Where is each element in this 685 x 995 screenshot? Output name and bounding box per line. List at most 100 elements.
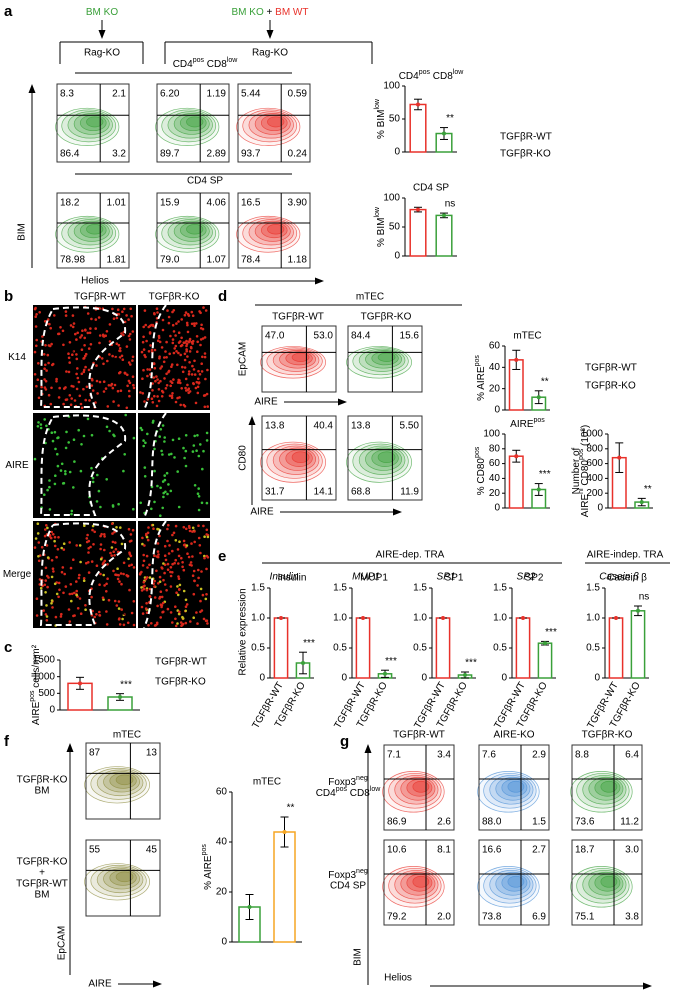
stain [156,604,159,608]
stain [43,367,46,371]
stain [174,344,178,348]
stain [70,599,73,603]
stain [43,418,46,421]
plot-frame [156,83,230,163]
stain [35,344,38,348]
plot-frame [383,744,455,831]
stain [182,543,186,547]
arrow-head [315,277,324,285]
stain [43,534,47,538]
panel-label: f [4,733,10,750]
stain [110,546,114,549]
stain [169,570,172,574]
stain [185,544,189,547]
stain [169,574,173,578]
section-header: mTEC [356,292,384,303]
stain [88,331,92,335]
stain [127,527,131,531]
stain [107,384,111,387]
stain [142,444,145,448]
chart-title-part: CD8 [430,71,453,82]
quadrant-value: 3.2 [112,149,126,160]
stain [122,469,125,473]
stain [103,584,106,587]
plot-frame [571,744,643,831]
stain [50,602,53,605]
stain [105,330,109,333]
quadrant-value: 13.8 [351,421,371,432]
stain [158,435,161,438]
stain [67,370,71,374]
stain [67,352,70,356]
row-label-part: CD4 [316,788,336,799]
y-axis-label-part: CD80 [580,460,591,489]
stain [69,324,73,327]
stain [189,620,192,623]
stain [82,387,85,391]
stain [153,394,156,398]
column-header: TGFβR-KO [582,730,633,741]
y-axis-label-part: AIRE [31,701,42,725]
stain [141,377,144,381]
stain [48,479,51,482]
stain [111,354,114,358]
stain [142,580,146,584]
stain [148,368,152,371]
stain [52,533,55,536]
stain [78,597,82,600]
stain [74,332,77,336]
quadrant-value: 53.0 [314,331,334,342]
bar [355,617,371,679]
stain [180,336,183,340]
stain [169,380,172,383]
data-point [442,131,446,136]
data-point [442,213,446,218]
column-header: TGFβR-KO [149,292,200,303]
stain [97,489,101,493]
stain [94,327,97,330]
stain [50,386,53,390]
contour [352,347,409,376]
stain [128,338,132,341]
outline [39,306,127,408]
stain [191,339,195,343]
stain [111,386,115,390]
stain [43,378,46,381]
contour [90,767,147,800]
stain [196,385,200,389]
significance: ns [445,199,456,210]
stain [80,406,84,410]
stain [154,624,157,627]
stain [115,526,118,529]
stain [180,318,183,321]
quadrant-value: 4.06 [207,198,227,209]
stain [171,338,175,341]
stain [184,598,188,602]
stain [175,322,178,325]
significance: *** [465,658,477,669]
stain [118,580,121,583]
stain [117,600,121,603]
stain [115,573,119,577]
arrow-head [153,980,162,988]
stain [105,623,109,626]
stain [159,379,162,383]
stain [99,557,103,561]
stain [153,585,156,588]
stain [174,334,177,337]
stain [115,316,119,320]
quadrant-value: 6.20 [160,89,180,100]
stain [171,323,175,327]
stain [57,536,60,539]
plot-frame [571,839,643,926]
stain [68,361,71,364]
stain [93,530,96,534]
contour [61,109,117,143]
stain [47,361,50,365]
stain [50,559,54,562]
quadrant-value: 6.9 [532,912,546,923]
stain [46,585,49,589]
quadrant-value: 3.8 [625,912,639,923]
stain [132,507,135,511]
stain [113,554,116,557]
